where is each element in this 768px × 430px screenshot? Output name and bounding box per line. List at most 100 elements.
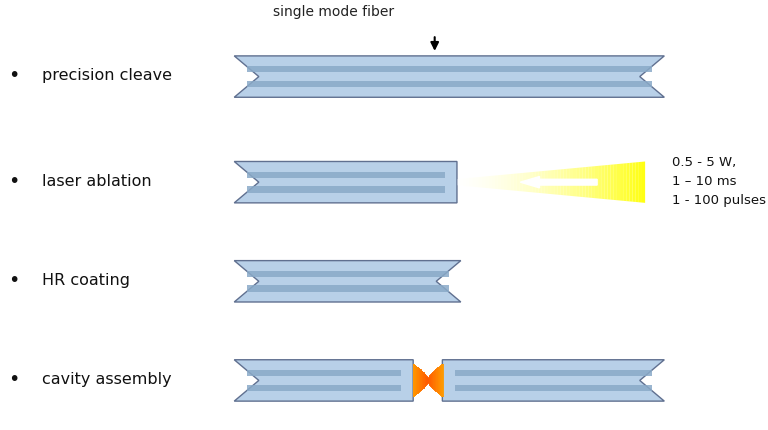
Bar	[429, 376, 431, 385]
Polygon shape	[541, 172, 545, 194]
Text: 0.5 - 5 W,
1 – 10 ms
1 - 100 pulses: 0.5 - 5 W, 1 – 10 ms 1 - 100 pulses	[672, 155, 766, 206]
Polygon shape	[492, 176, 495, 189]
Text: •: •	[8, 270, 19, 289]
Polygon shape	[588, 167, 592, 198]
Polygon shape	[482, 177, 485, 188]
Bar	[435, 370, 436, 391]
Bar	[442, 364, 444, 397]
Bar	[417, 367, 419, 394]
Polygon shape	[234, 360, 413, 401]
Polygon shape	[582, 168, 585, 198]
Polygon shape	[607, 165, 611, 200]
Polygon shape	[604, 166, 607, 200]
Polygon shape	[247, 385, 401, 391]
FancyArrow shape	[521, 177, 598, 188]
Text: •: •	[8, 369, 19, 388]
Bar	[419, 369, 420, 393]
Polygon shape	[442, 360, 664, 401]
Polygon shape	[592, 167, 595, 199]
Bar	[435, 369, 437, 392]
Bar	[418, 368, 420, 393]
Bar	[428, 378, 429, 383]
Bar	[431, 373, 433, 388]
Bar	[422, 372, 424, 389]
Bar	[425, 375, 427, 386]
Polygon shape	[504, 175, 507, 190]
Polygon shape	[479, 177, 482, 188]
Polygon shape	[561, 170, 564, 196]
Bar	[436, 369, 438, 393]
Bar	[421, 371, 422, 390]
Polygon shape	[517, 174, 520, 192]
Polygon shape	[551, 171, 554, 195]
Polygon shape	[501, 175, 504, 190]
Bar	[432, 372, 433, 389]
Bar	[440, 366, 442, 396]
Polygon shape	[466, 178, 469, 187]
Polygon shape	[455, 370, 652, 376]
Polygon shape	[247, 286, 449, 292]
Bar	[437, 368, 439, 393]
Polygon shape	[469, 178, 472, 187]
Bar	[424, 374, 425, 387]
Polygon shape	[526, 173, 529, 193]
Polygon shape	[636, 163, 639, 203]
Polygon shape	[620, 164, 623, 201]
Polygon shape	[495, 176, 498, 190]
Polygon shape	[485, 177, 488, 189]
Bar	[430, 375, 432, 387]
Polygon shape	[545, 171, 548, 194]
Polygon shape	[598, 166, 601, 199]
Polygon shape	[614, 165, 617, 201]
Polygon shape	[576, 168, 579, 197]
Bar	[438, 367, 439, 394]
Polygon shape	[510, 175, 513, 191]
Bar	[420, 370, 422, 391]
Text: laser ablation: laser ablation	[42, 173, 152, 188]
Polygon shape	[567, 169, 570, 197]
Polygon shape	[626, 163, 630, 202]
Bar	[414, 365, 415, 396]
Polygon shape	[564, 169, 567, 196]
Bar	[431, 374, 432, 387]
Bar	[415, 366, 416, 396]
Polygon shape	[570, 169, 573, 197]
Polygon shape	[630, 163, 633, 202]
Polygon shape	[498, 175, 501, 190]
Polygon shape	[535, 172, 538, 194]
Polygon shape	[532, 172, 535, 193]
Polygon shape	[247, 271, 449, 277]
Polygon shape	[460, 179, 463, 187]
Polygon shape	[523, 173, 526, 192]
Polygon shape	[455, 385, 652, 391]
Bar	[439, 366, 441, 395]
Polygon shape	[639, 163, 642, 203]
Polygon shape	[554, 170, 558, 195]
Polygon shape	[513, 174, 517, 191]
Text: single mode fiber: single mode fiber	[273, 6, 394, 19]
Bar	[425, 375, 426, 387]
Polygon shape	[642, 162, 645, 203]
Bar	[427, 378, 429, 383]
Polygon shape	[623, 164, 626, 202]
Bar	[419, 369, 421, 392]
Polygon shape	[529, 172, 532, 193]
Bar	[422, 371, 423, 390]
Bar	[429, 377, 430, 384]
Bar	[439, 367, 440, 394]
Polygon shape	[573, 169, 576, 197]
Polygon shape	[611, 165, 614, 200]
Bar	[415, 366, 417, 395]
Bar	[420, 370, 422, 391]
Bar	[436, 368, 439, 393]
Polygon shape	[247, 370, 401, 376]
Bar	[432, 372, 434, 389]
Bar	[413, 365, 415, 396]
Polygon shape	[633, 163, 636, 203]
Bar	[439, 366, 442, 395]
Bar	[423, 373, 425, 388]
Polygon shape	[457, 179, 460, 186]
Polygon shape	[247, 82, 652, 88]
Polygon shape	[247, 172, 445, 178]
Polygon shape	[520, 174, 523, 192]
